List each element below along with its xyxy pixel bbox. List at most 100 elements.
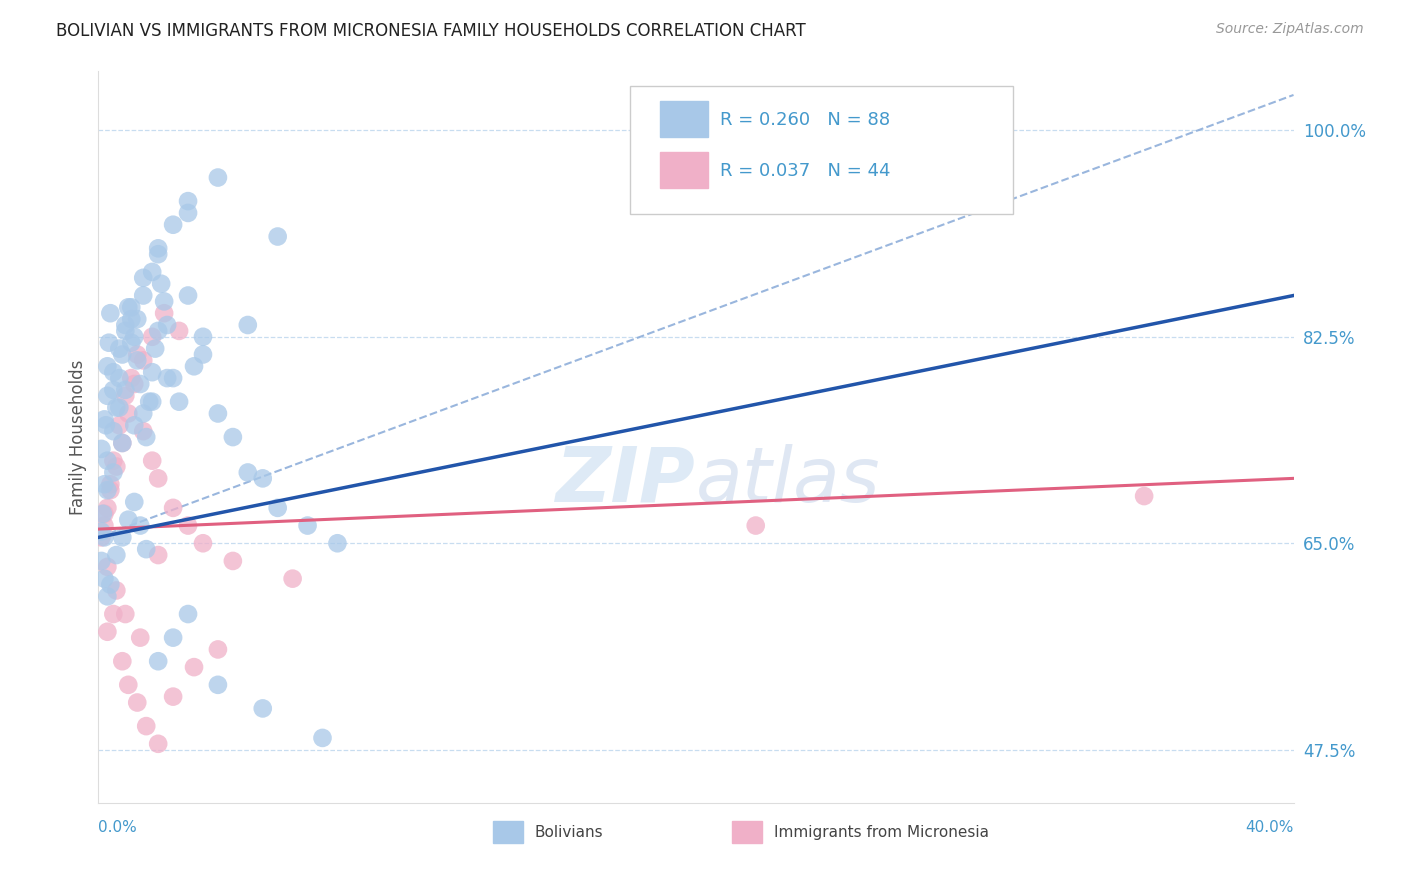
Point bbox=[93, 412, 115, 426]
Text: R = 0.037   N = 44: R = 0.037 N = 44 bbox=[720, 161, 890, 180]
Point bbox=[132, 270, 155, 285]
Point bbox=[93, 530, 115, 544]
Point bbox=[91, 507, 114, 521]
Point bbox=[117, 678, 139, 692]
Point bbox=[129, 518, 152, 533]
Point bbox=[124, 418, 146, 433]
Text: Bolivians: Bolivians bbox=[534, 824, 603, 839]
Point bbox=[148, 548, 170, 562]
Point bbox=[153, 294, 176, 309]
Point bbox=[191, 330, 214, 344]
Text: 40.0%: 40.0% bbox=[1246, 821, 1294, 836]
Point bbox=[108, 401, 131, 415]
Point bbox=[150, 277, 173, 291]
Point bbox=[207, 407, 229, 421]
Point bbox=[114, 389, 136, 403]
Point bbox=[135, 430, 157, 444]
Point bbox=[93, 518, 115, 533]
Text: R = 0.260   N = 88: R = 0.260 N = 88 bbox=[720, 111, 890, 128]
Point bbox=[90, 442, 112, 456]
Point bbox=[105, 401, 128, 415]
Point bbox=[105, 548, 128, 562]
Point bbox=[120, 371, 142, 385]
Point bbox=[120, 335, 142, 350]
Point bbox=[96, 453, 118, 467]
Point bbox=[167, 394, 190, 409]
Point bbox=[93, 477, 115, 491]
Point bbox=[117, 407, 139, 421]
Point bbox=[177, 288, 200, 302]
Y-axis label: Family Households: Family Households bbox=[69, 359, 87, 515]
Point bbox=[124, 376, 146, 391]
Point bbox=[114, 324, 136, 338]
Point bbox=[98, 306, 122, 320]
Point bbox=[191, 347, 214, 361]
Point bbox=[132, 288, 155, 302]
Point bbox=[1133, 489, 1156, 503]
Point bbox=[94, 418, 117, 433]
Text: ZIP: ZIP bbox=[557, 444, 696, 518]
Point bbox=[96, 500, 118, 515]
Point bbox=[129, 631, 152, 645]
Point bbox=[207, 678, 229, 692]
Point bbox=[103, 607, 125, 621]
Point bbox=[93, 572, 115, 586]
Point bbox=[143, 342, 166, 356]
Point bbox=[105, 583, 128, 598]
Point bbox=[148, 241, 170, 255]
Point bbox=[236, 466, 259, 480]
Point bbox=[222, 430, 245, 444]
Point bbox=[108, 371, 131, 385]
Point bbox=[93, 507, 115, 521]
Point bbox=[167, 324, 190, 338]
Text: atlas: atlas bbox=[696, 444, 880, 518]
Point bbox=[141, 365, 163, 379]
Point bbox=[103, 453, 125, 467]
Point bbox=[103, 424, 125, 438]
Point bbox=[111, 654, 134, 668]
Point bbox=[127, 696, 149, 710]
Bar bbox=[494, 821, 523, 843]
Point bbox=[90, 524, 112, 539]
Point bbox=[156, 318, 179, 332]
Point bbox=[177, 194, 200, 208]
Point bbox=[183, 660, 205, 674]
Bar bbox=[733, 821, 762, 843]
Point bbox=[127, 312, 149, 326]
Point bbox=[138, 394, 160, 409]
Point bbox=[132, 353, 155, 368]
Point bbox=[98, 477, 122, 491]
Point bbox=[117, 301, 139, 315]
Point bbox=[177, 518, 200, 533]
Point bbox=[207, 642, 229, 657]
Point bbox=[141, 394, 163, 409]
Point bbox=[108, 342, 131, 356]
Point bbox=[222, 554, 245, 568]
Point bbox=[177, 607, 200, 621]
Point bbox=[141, 265, 163, 279]
Point bbox=[114, 383, 136, 397]
Point bbox=[111, 347, 134, 361]
Point bbox=[90, 530, 112, 544]
Point bbox=[141, 453, 163, 467]
Point bbox=[183, 359, 205, 374]
Bar bbox=[661, 101, 709, 137]
Point bbox=[326, 536, 349, 550]
Point bbox=[96, 483, 118, 498]
Point bbox=[191, 536, 214, 550]
Point bbox=[117, 513, 139, 527]
Point bbox=[120, 312, 142, 326]
Point bbox=[153, 306, 176, 320]
Point bbox=[97, 335, 120, 350]
Point bbox=[207, 170, 229, 185]
Point bbox=[103, 365, 125, 379]
Point bbox=[96, 590, 118, 604]
Point bbox=[162, 500, 184, 515]
Point bbox=[129, 376, 152, 391]
Point bbox=[124, 330, 146, 344]
Point bbox=[148, 471, 170, 485]
Point bbox=[148, 324, 170, 338]
Point bbox=[148, 737, 170, 751]
Point bbox=[114, 607, 136, 621]
Point bbox=[252, 701, 274, 715]
